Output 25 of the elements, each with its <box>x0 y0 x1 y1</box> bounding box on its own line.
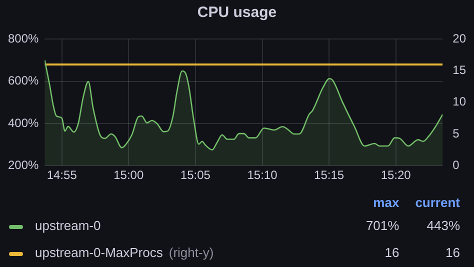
x-tick-label: 15:15 <box>314 168 344 182</box>
text: 16 <box>384 244 400 262</box>
text: 16 <box>444 244 460 262</box>
text: 443% <box>426 217 460 235</box>
text: (right-y) <box>168 245 214 260</box>
x-tick-label: 15:05 <box>180 168 211 182</box>
text: 701% <box>364 217 400 235</box>
x-tick-label: 15:00 <box>114 168 144 182</box>
y2-tick-label: 10 <box>452 94 466 109</box>
y-tick-label: 400% <box>8 116 40 130</box>
y2-tick-label: 5 <box>452 126 460 140</box>
legend-label: upstream-0-MaxProcs <box>35 245 163 260</box>
y2-tick-label: 15 <box>452 63 466 78</box>
text: current <box>414 194 460 212</box>
y2-tick-label: 20 <box>452 32 466 46</box>
y-tick-label: 200% <box>8 158 40 172</box>
chart-title: CPU usage <box>196 3 278 23</box>
y-tick-label: 600% <box>8 74 40 88</box>
x-tick-label: 15:20 <box>380 168 412 182</box>
y2-tick-label: 0 <box>452 158 460 172</box>
x-tick-label: 14:55 <box>46 168 78 182</box>
legend-label: upstream-0 <box>35 218 101 233</box>
text: max <box>372 194 400 212</box>
y-tick-label: 800% <box>8 32 40 46</box>
x-tick-label: 15:10 <box>247 168 278 182</box>
